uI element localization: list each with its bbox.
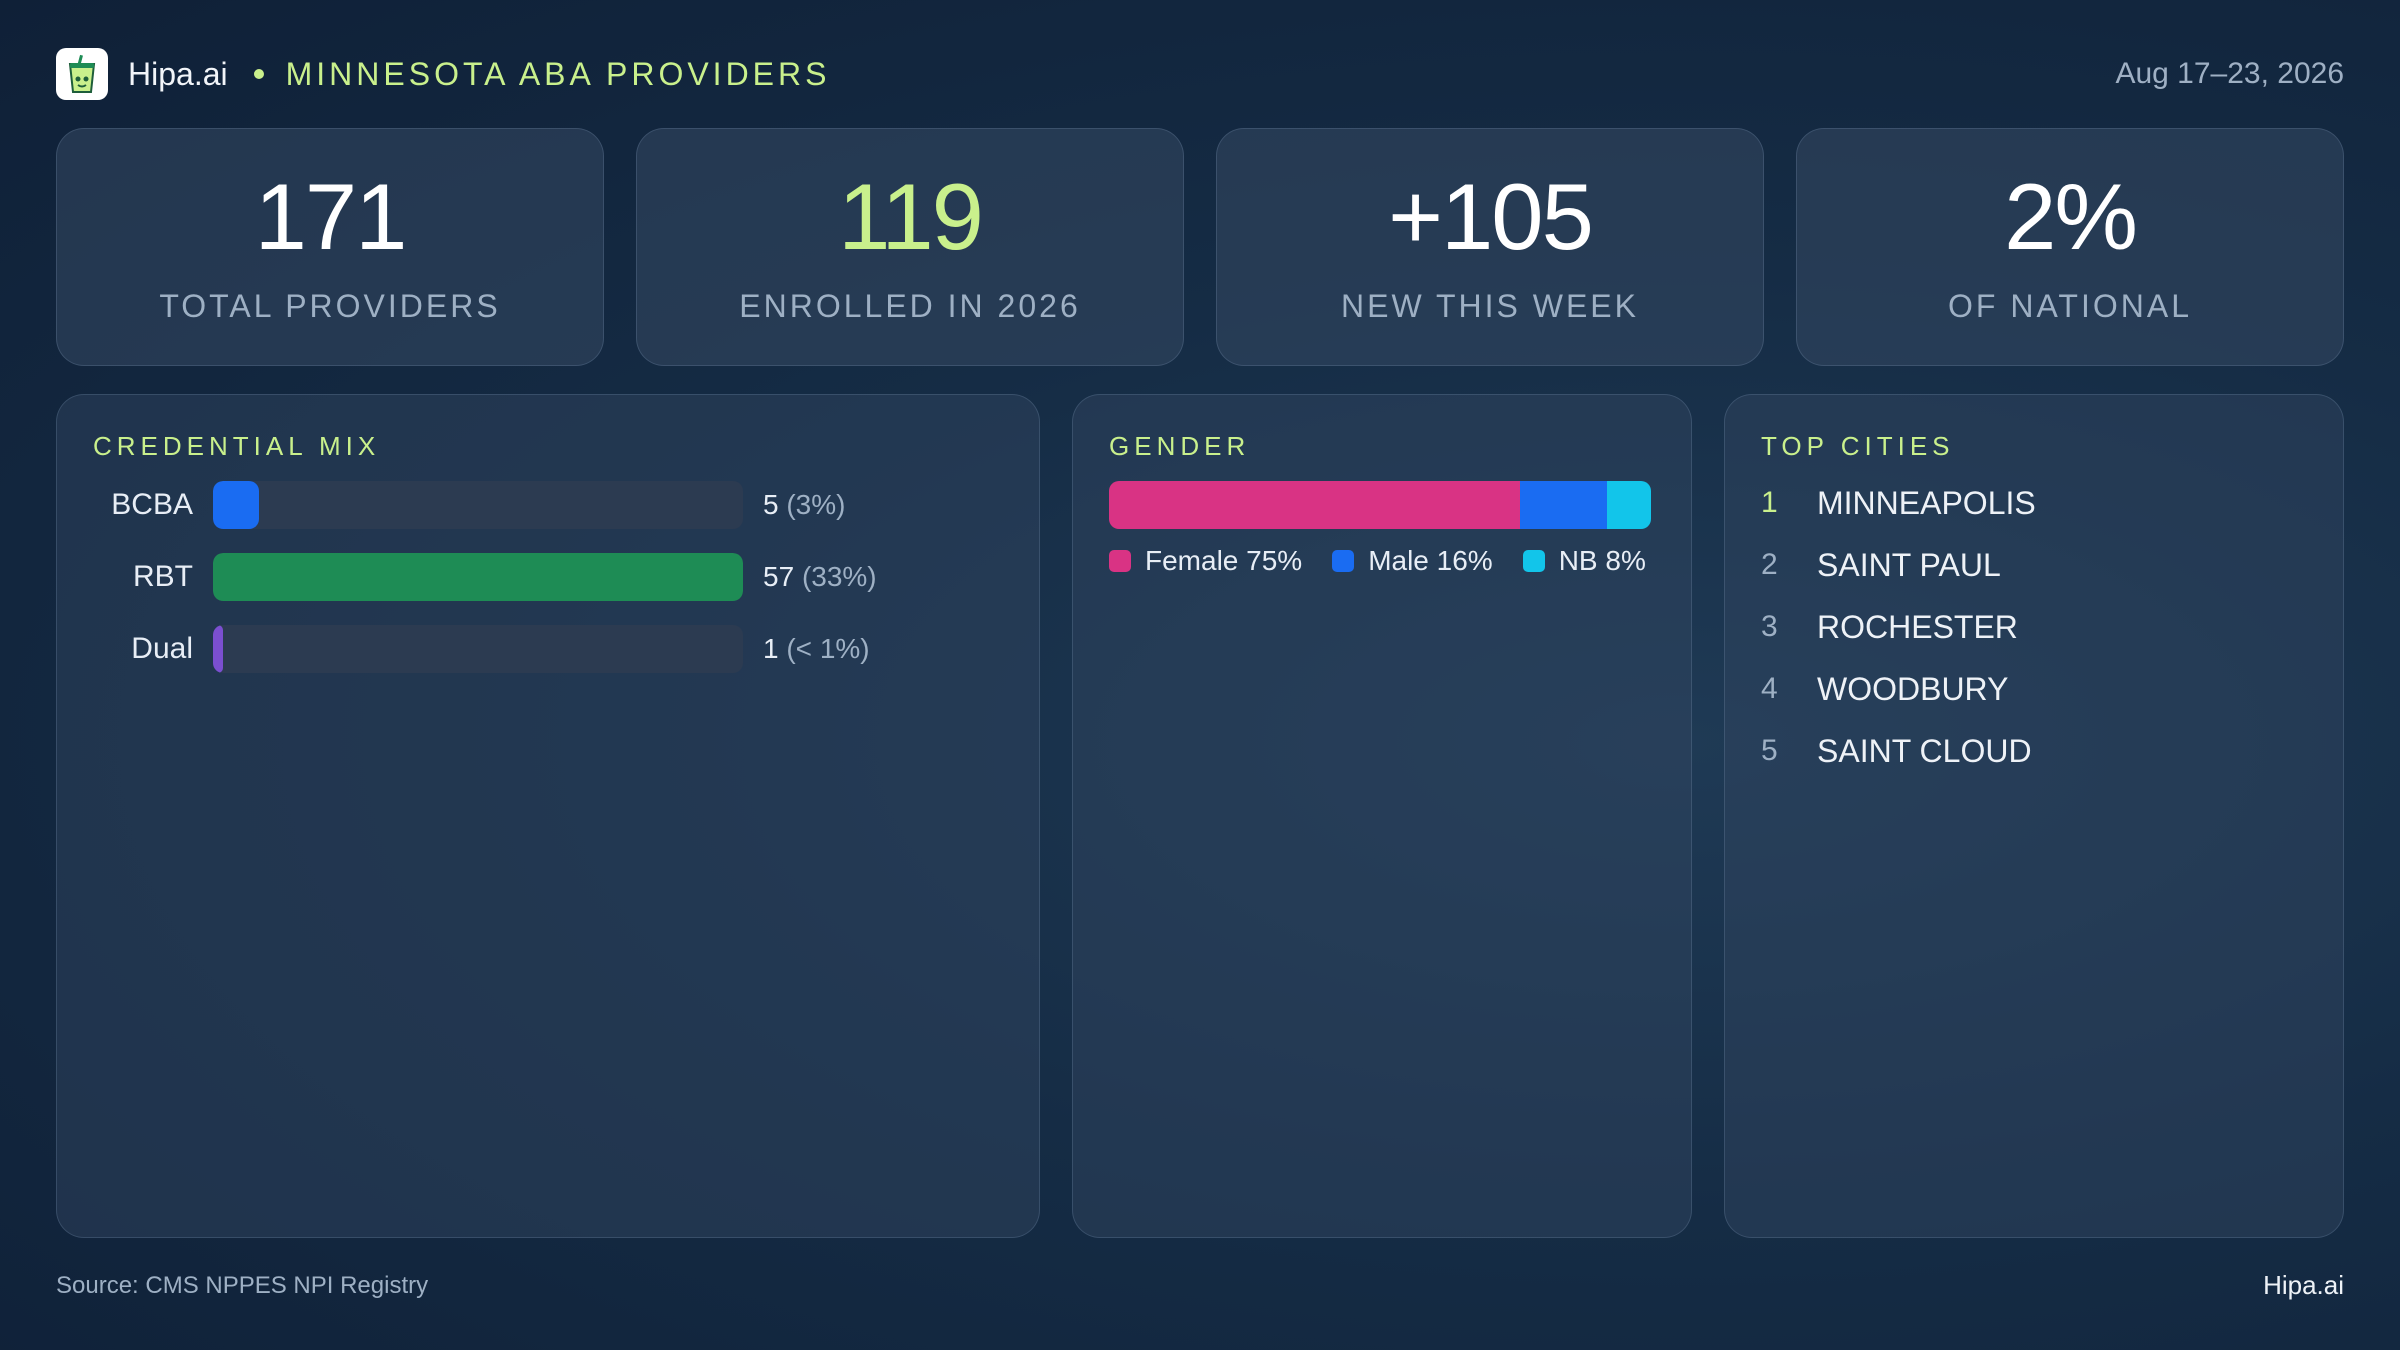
bar-label: RBT — [133, 560, 193, 593]
segment-female — [1109, 481, 1520, 529]
bar-row-rbt: RBT 57 (33%) — [57, 553, 1039, 601]
city-name: SAINT PAUL — [1817, 546, 2001, 583]
legend-label: NB 8% — [1558, 545, 1646, 576]
legend-swatch — [1522, 550, 1545, 572]
bar-dual — [213, 625, 223, 673]
bar-track — [213, 553, 743, 601]
legend-swatch — [1109, 550, 1131, 572]
bar-count: 57 — [763, 561, 802, 592]
city-row: 3 ROCHESTER — [1761, 607, 2018, 647]
bar-percent: (3%) — [786, 489, 846, 520]
kpi-label: ENROLLED IN 2026 — [739, 287, 1081, 324]
drink-cup-icon — [56, 48, 108, 100]
brand-name: Hipa.ai — [128, 55, 228, 92]
city-rank: 5 — [1761, 734, 1778, 767]
bar-rbt — [213, 553, 743, 601]
panel-title: CREDENTIAL MIX — [93, 431, 381, 461]
city-row: 4 WOODBURY — [1761, 669, 2008, 709]
segment-nb — [1607, 481, 1651, 529]
gender-panel: GENDER Female 75% Male 16% NB 8% — [1072, 394, 1692, 1238]
kpi-card-new-this-week: +105 NEW THIS WEEK — [1216, 128, 1764, 366]
page-title: MINNESOTA ABA PROVIDERS — [285, 55, 831, 92]
kpi-value: 2% — [2004, 163, 2138, 269]
source-note: Source: CMS NPPES NPI Registry — [56, 1272, 429, 1299]
kpi-value: 171 — [254, 163, 408, 269]
kpi-label: TOTAL PROVIDERS — [159, 287, 501, 324]
credential-mix-panel: CREDENTIAL MIX BCBA 5 (3%) RBT 57 (33%) Dual… — [56, 394, 1040, 1238]
date-range: Aug 17–23, 2026 — [2115, 57, 2344, 90]
city-rank: 1 — [1761, 486, 1778, 519]
legend-item-nb: NB 8% — [1522, 545, 1646, 577]
legend-item-female: Female 75% — [1109, 545, 1302, 577]
city-row: 5 SAINT CLOUD — [1761, 731, 2032, 771]
bar-value-label: 5 (3%) — [763, 481, 845, 529]
header: Hipa.ai MINNESOTA ABA PROVIDERS Aug 17–2… — [56, 48, 2344, 100]
gender-stacked-bar — [1109, 481, 1651, 529]
legend-label: Female 75% — [1145, 545, 1303, 576]
kpi-label: NEW THIS WEEK — [1341, 287, 1639, 324]
city-row: 1 MINNEAPOLIS — [1761, 483, 2036, 523]
bar-count: 1 — [763, 633, 787, 664]
bar-percent: (< 1%) — [786, 633, 870, 664]
kpi-card-of-national: 2% OF NATIONAL — [1796, 128, 2344, 366]
bar-label: Dual — [131, 632, 193, 665]
separator-dot — [253, 69, 264, 79]
legend-swatch — [1332, 550, 1355, 572]
kpi-label: OF NATIONAL — [1948, 287, 2192, 324]
bar-value-label: 57 (33%) — [763, 553, 877, 601]
city-rank: 4 — [1761, 672, 1778, 705]
legend-label: Male 16% — [1368, 545, 1493, 576]
bar-label: BCBA — [111, 488, 193, 521]
footer-brand: Hipa.ai — [2263, 1270, 2344, 1300]
city-name: SAINT CLOUD — [1817, 732, 2032, 769]
bar-row-dual: Dual 1 (< 1%) — [57, 625, 1039, 673]
panel-title: TOP CITIES — [1761, 431, 1955, 461]
bar-percent: (33%) — [801, 561, 877, 592]
bar-bcba — [213, 481, 260, 529]
city-name: WOODBURY — [1817, 670, 2009, 707]
city-name: MINNEAPOLIS — [1817, 484, 2036, 521]
city-row: 2 SAINT PAUL — [1761, 545, 2001, 585]
bar-count: 5 — [763, 489, 787, 520]
city-name: ROCHESTER — [1817, 608, 2018, 645]
bar-value-label: 1 (< 1%) — [763, 625, 870, 673]
gender-legend: Female 75% Male 16% NB 8% — [1109, 545, 1646, 577]
city-rank: 2 — [1761, 548, 1778, 581]
bar-row-bcba: BCBA 5 (3%) — [57, 481, 1039, 529]
bar-track — [213, 625, 743, 673]
kpi-card-enrolled: 119 ENROLLED IN 2026 — [636, 128, 1184, 366]
segment-male — [1519, 481, 1608, 529]
kpi-row: 171 TOTAL PROVIDERS 119 ENROLLED IN 2026… — [56, 128, 2344, 366]
kpi-value: +105 — [1388, 163, 1594, 269]
legend-item-male: Male 16% — [1332, 545, 1493, 577]
top-cities-panel: TOP CITIES 1 MINNEAPOLIS 2 SAINT PAUL 3 ROCHE… — [1724, 394, 2344, 1238]
panel-title: GENDER — [1109, 431, 1251, 461]
kpi-value: 119 — [838, 163, 984, 269]
bar-track — [213, 481, 743, 529]
kpi-card-total-providers: 171 TOTAL PROVIDERS — [56, 128, 604, 366]
city-rank: 3 — [1761, 610, 1778, 643]
